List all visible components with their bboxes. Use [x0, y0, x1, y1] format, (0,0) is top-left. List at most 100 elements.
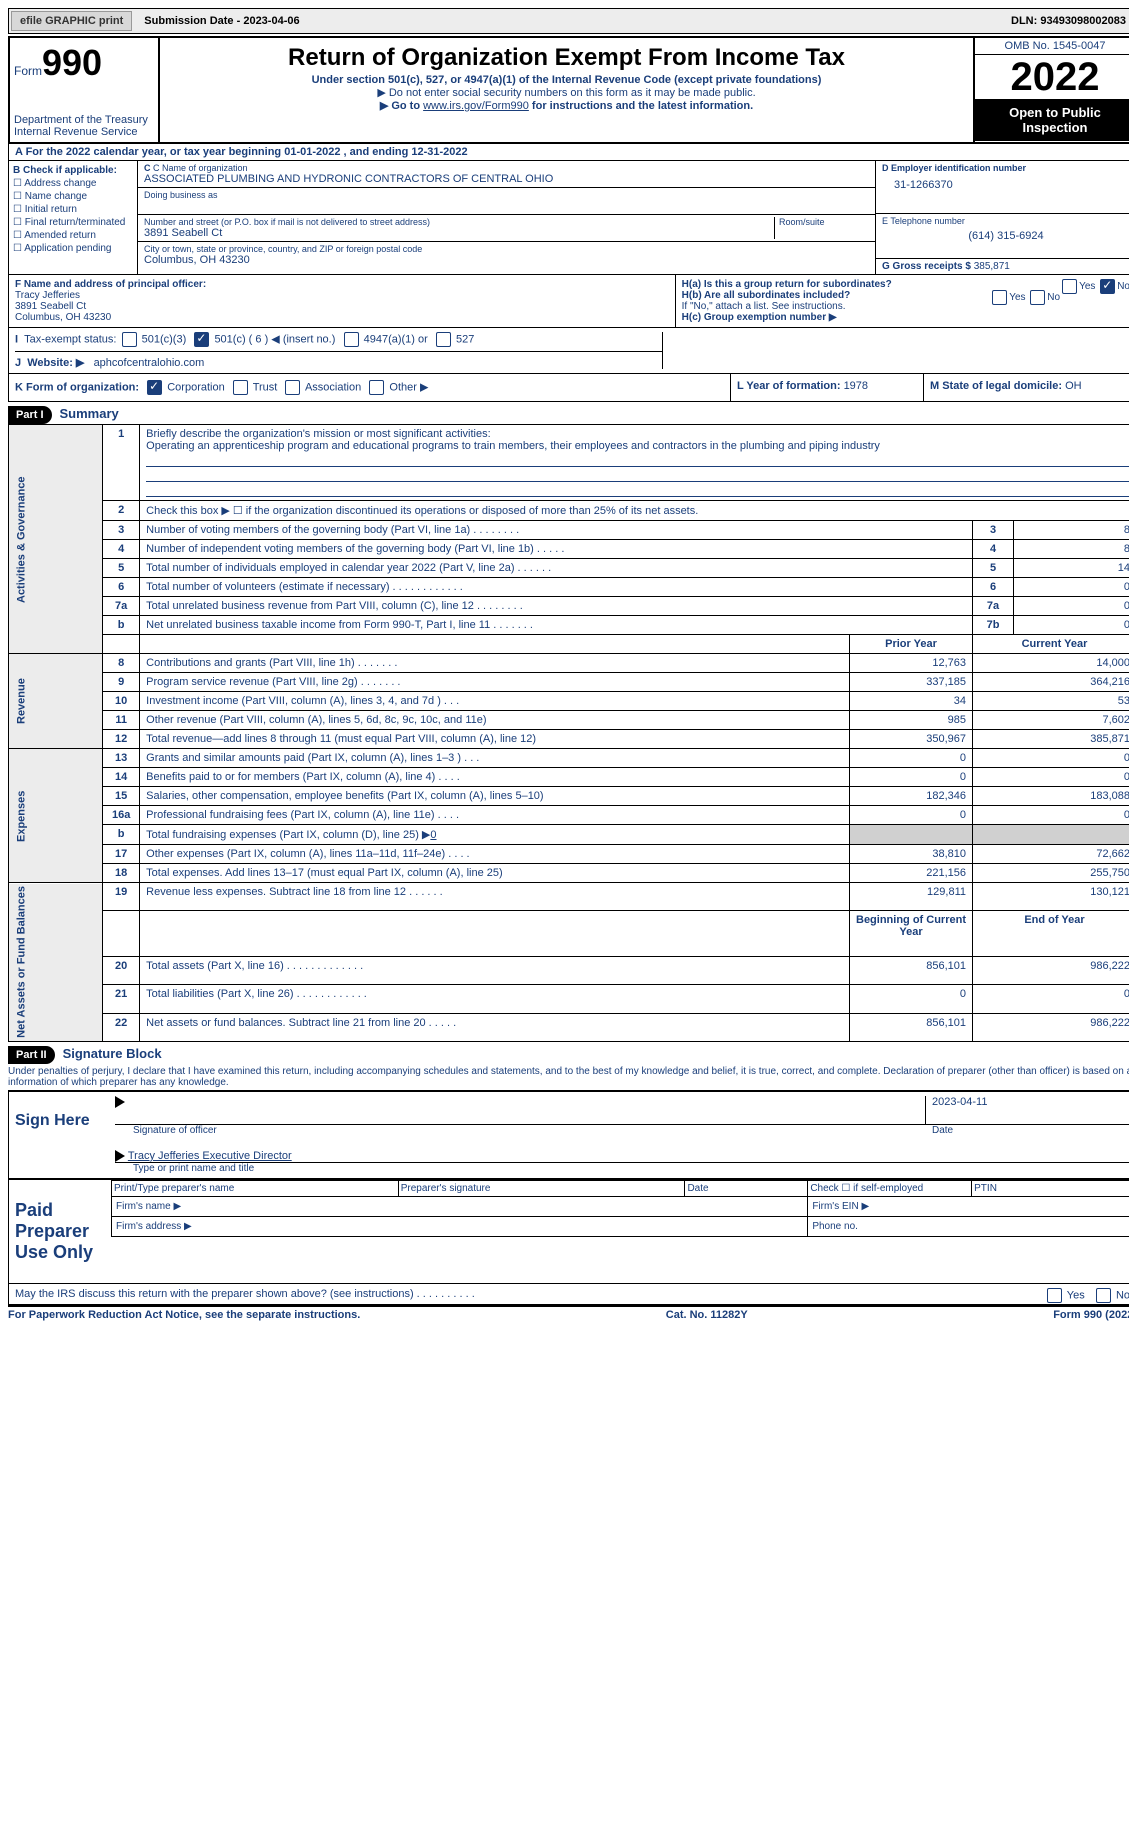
- arrow-icon: [115, 1096, 125, 1108]
- tax-year: 2022: [975, 55, 1129, 99]
- p20: 856,101: [850, 957, 973, 985]
- vert-netassets: Net Assets or Fund Balances: [9, 883, 103, 1042]
- irs-link[interactable]: www.irs.gov/Form990: [423, 100, 529, 112]
- line-19: Revenue less expenses. Subtract line 18 …: [140, 883, 850, 911]
- cell-c-name: C C Name of organization ASSOCIATED PLUM…: [138, 161, 875, 188]
- c12: 385,871: [973, 730, 1129, 749]
- open-inspection: Open to Public Inspection: [975, 99, 1129, 141]
- line-21: Total liabilities (Part X, line 26) . . …: [140, 985, 850, 1013]
- ptin: PTIN: [972, 1180, 1129, 1196]
- i-tax-status: I Tax-exempt status: 501(c)(3) 501(c) ( …: [15, 332, 662, 347]
- b-title: B Check if applicable:: [13, 165, 133, 176]
- line-6: Total number of volunteers (estimate if …: [140, 578, 973, 597]
- form-number: Form990: [14, 42, 154, 84]
- val-3: 8: [1014, 521, 1129, 540]
- form-header: Form990 Department of the Treasury Inter…: [8, 36, 1129, 144]
- row-f-h: F Name and address of principal officer:…: [8, 275, 1129, 328]
- chk-initial-return[interactable]: ☐ Initial return: [13, 204, 133, 215]
- line-18: Total expenses. Add lines 13–17 (must eq…: [140, 864, 850, 883]
- chk-4947[interactable]: [344, 332, 359, 347]
- chk-assoc[interactable]: [285, 380, 300, 395]
- sig-date-lbl: Date: [932, 1125, 1129, 1136]
- officer-addr1: 3891 Seabell Ct: [15, 301, 86, 312]
- val-4: 8: [1014, 540, 1129, 559]
- c10: 53: [973, 692, 1129, 711]
- h-a: H(a) Is this a group return for subordin…: [682, 279, 1129, 290]
- p13: 0: [850, 749, 973, 768]
- p9: 337,185: [850, 673, 973, 692]
- prep-chk: Check ☐ if self-employed: [808, 1180, 972, 1196]
- line-11: Other revenue (Part VIII, column (A), li…: [140, 711, 850, 730]
- chk-501c[interactable]: [194, 332, 209, 347]
- line-7b: Net unrelated business taxable income fr…: [140, 616, 973, 635]
- cell-d-ein: D Employer identification number 31-1266…: [876, 161, 1129, 214]
- chk-app-pending[interactable]: ☐ Application pending: [13, 243, 133, 254]
- line-2: Check this box ▶ ☐ if the organization d…: [140, 501, 1129, 521]
- chk-address-change[interactable]: ☐ Address change: [13, 178, 133, 189]
- p11: 985: [850, 711, 973, 730]
- line-7a: Total unrelated business revenue from Pa…: [140, 597, 973, 616]
- vert-activities: Activities & Governance: [9, 425, 103, 654]
- c14: 0: [973, 768, 1129, 787]
- chk-trust[interactable]: [233, 380, 248, 395]
- line-5: Total number of individuals employed in …: [140, 559, 973, 578]
- val-5: 14: [1014, 559, 1129, 578]
- p15: 182,346: [850, 787, 973, 806]
- line-14: Benefits paid to or for members (Part IX…: [140, 768, 850, 787]
- row-a: A For the 2022 calendar year, or tax yea…: [8, 144, 1129, 161]
- form-title: Return of Organization Exempt From Incom…: [164, 44, 969, 72]
- paid-preparer-label: Paid Preparer Use Only: [9, 1180, 111, 1283]
- row-i-j: I Tax-exempt status: 501(c)(3) 501(c) ( …: [8, 328, 1129, 374]
- chk-name-change[interactable]: ☐ Name change: [13, 191, 133, 202]
- h-c: H(c) Group exemption number ▶: [682, 312, 1129, 323]
- c22: 986,222: [973, 1013, 1129, 1041]
- line-22: Net assets or fund balances. Subtract li…: [140, 1013, 850, 1041]
- line-9: Program service revenue (Part VIII, line…: [140, 673, 850, 692]
- hdr-eoy: End of Year: [973, 911, 1129, 957]
- line-3: Number of voting members of the governin…: [140, 521, 973, 540]
- c13: 0: [973, 749, 1129, 768]
- sign-here-label: Sign Here: [9, 1092, 111, 1178]
- sig-declaration: Under penalties of perjury, I declare th…: [8, 1064, 1129, 1090]
- prep-sig: Preparer's signature: [398, 1180, 685, 1196]
- h-b-note: If "No," attach a list. See instructions…: [682, 301, 1129, 312]
- chk-other[interactable]: [369, 380, 384, 395]
- cell-dba: Doing business as: [138, 188, 875, 215]
- p14: 0: [850, 768, 973, 787]
- line-8: Contributions and grants (Part VIII, lin…: [140, 654, 850, 673]
- shade-16b-p: [850, 825, 973, 845]
- chk-501c3[interactable]: [122, 332, 137, 347]
- cell-address: Number and street (or P.O. box if mail i…: [138, 215, 875, 242]
- j-website: J Website: ▶ aphcofcentralohio.com: [15, 356, 662, 369]
- cell-e-phone: E Telephone number (614) 315-6924: [876, 214, 1129, 259]
- c18: 255,750: [973, 864, 1129, 883]
- chk-amended-return[interactable]: ☐ Amended return: [13, 230, 133, 241]
- dept-treasury: Department of the Treasury: [14, 114, 154, 126]
- sig-name-val: Tracy Jefferies Executive Director: [128, 1150, 292, 1162]
- chk-527[interactable]: [436, 332, 451, 347]
- officer-name: Tracy Jefferies: [15, 290, 80, 301]
- cell-city: City or town, state or province, country…: [138, 242, 875, 268]
- chk-discuss-no[interactable]: [1096, 1288, 1111, 1303]
- prep-date: Date: [685, 1180, 808, 1196]
- vert-expenses: Expenses: [9, 749, 103, 883]
- line-4: Number of independent voting members of …: [140, 540, 973, 559]
- c9: 364,216: [973, 673, 1129, 692]
- officer-addr2: Columbus, OH 43230: [15, 312, 111, 323]
- c11: 7,602: [973, 711, 1129, 730]
- p19: 129,811: [850, 883, 973, 911]
- f-label: F Name and address of principal officer:: [15, 279, 206, 290]
- p17: 38,810: [850, 845, 973, 864]
- chk-discuss-yes[interactable]: [1047, 1288, 1062, 1303]
- k-form-org: K Form of organization: Corporation Trus…: [9, 374, 731, 401]
- firm-phone: Phone no.: [808, 1216, 1129, 1236]
- org-info-block: B Check if applicable: ☐ Address change …: [8, 161, 1129, 275]
- footer-right: Form 990 (2022): [1053, 1309, 1129, 1321]
- c21: 0: [973, 985, 1129, 1013]
- chk-final-return[interactable]: ☐ Final return/terminated: [13, 217, 133, 228]
- line-16b: Total fundraising expenses (Part IX, col…: [140, 825, 850, 845]
- chk-corp[interactable]: [147, 380, 162, 395]
- hdr-cur: Current Year: [973, 635, 1129, 654]
- sig-name-lbl: Type or print name and title: [115, 1163, 1129, 1174]
- efile-print-button[interactable]: efile GRAPHIC print: [11, 11, 132, 31]
